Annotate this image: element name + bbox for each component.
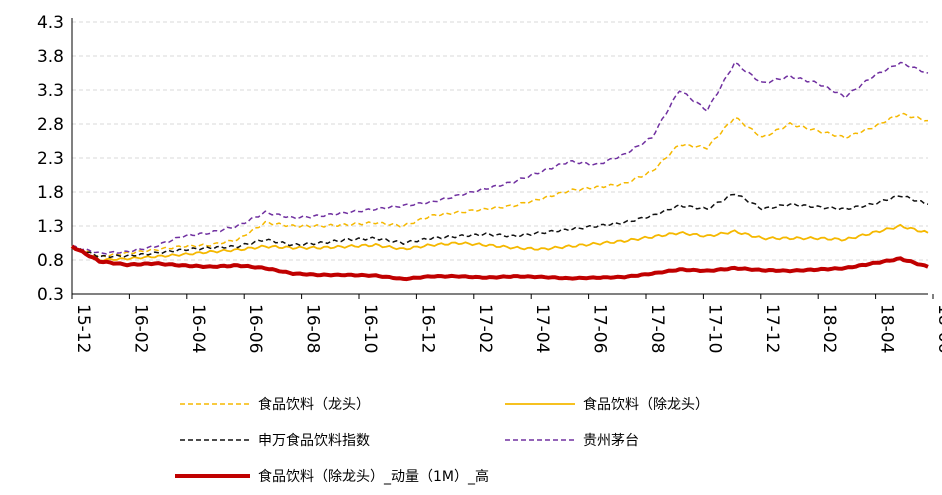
- series-lines: [70, 61, 929, 282]
- x-tick-label: 16-12: [417, 304, 437, 353]
- series-line-4: [70, 244, 929, 282]
- y-tick-labels: 4.3 3.8 3.3 2.8 2.3 1.8 1.3 0.8 0.3: [37, 13, 64, 305]
- x-tick-labels: 15-12 16-02 16-04 16-06 16-08 16-10 16-12 17-02…: [73, 304, 942, 353]
- x-tick-label: 17-04: [532, 304, 552, 353]
- x-tick-label: 17-06: [590, 304, 610, 353]
- y-tick-label: 3.8: [37, 47, 64, 67]
- x-tick-label: 15-12: [73, 304, 93, 353]
- legend-label: 贵州茅台: [583, 433, 639, 449]
- axes: [71, 18, 934, 299]
- x-tick-label: 16-10: [360, 304, 380, 353]
- x-tick-label: 16-06: [245, 304, 265, 353]
- x-tick-label: 18-04: [877, 304, 897, 353]
- legend: 食品饮料（龙头） 食品饮料（除龙头） 申万食品饮料指数 贵州茅台食品饮料（除龙头）_动…: [175, 396, 709, 485]
- y-tick-label: 1.8: [37, 183, 64, 203]
- y-tick-label: 1.3: [37, 217, 64, 237]
- y-tick-label: 3.3: [37, 81, 64, 101]
- y-tick-label: 2.8: [37, 115, 64, 135]
- x-tick-label: 17-10: [704, 304, 724, 353]
- legend-label: 食品饮料（除龙头）: [583, 396, 709, 413]
- y-tick-label: 0.8: [37, 251, 64, 271]
- legend-label: 食品饮料（除龙头）_动量（1M）_高: [258, 468, 489, 485]
- legend-label: 食品饮料（龙头）: [258, 396, 370, 413]
- x-tick-label: 16-02: [130, 304, 150, 353]
- x-tick-label: 17-02: [475, 304, 495, 353]
- y-tick-label: 2.3: [37, 149, 64, 169]
- x-tick-label: 18-06: [934, 304, 942, 353]
- series-line-3: [71, 61, 929, 255]
- legend-label: 申万食品饮料指数: [258, 432, 370, 449]
- x-tick-label: 16-04: [188, 304, 208, 353]
- y-tick-label: 4.3: [37, 13, 64, 33]
- x-tick-label: 16-08: [303, 304, 323, 353]
- x-tick-label: 17-08: [647, 304, 667, 353]
- x-tick-label: 18-02: [819, 304, 839, 353]
- series-line-0: [71, 112, 929, 258]
- y-tick-label: 0.3: [37, 285, 64, 305]
- x-tick-label: 17-12: [762, 304, 782, 353]
- series-line-1: [71, 223, 929, 262]
- series-line-2: [71, 193, 929, 259]
